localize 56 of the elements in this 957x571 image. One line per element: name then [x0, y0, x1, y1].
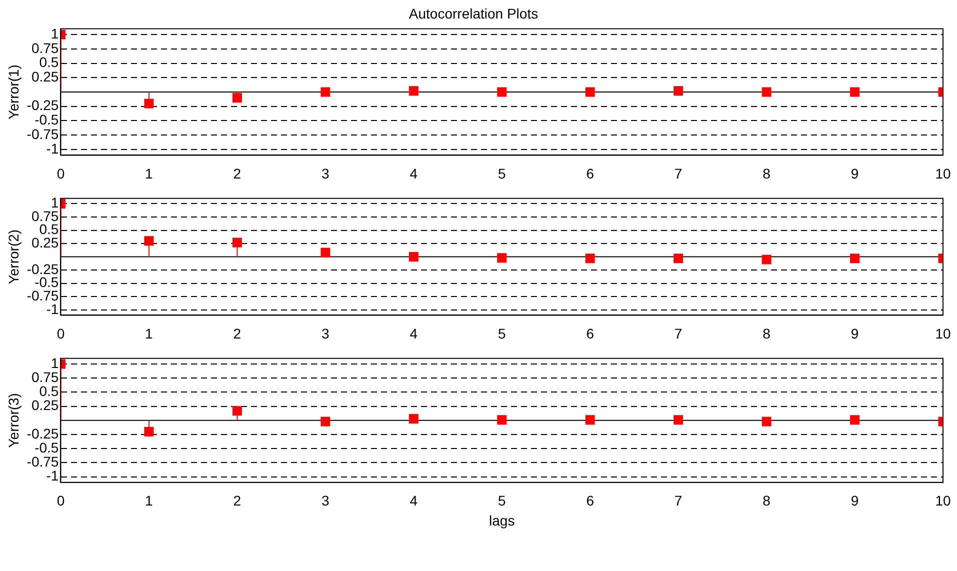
x-tick-label: 2: [233, 325, 242, 342]
x-tick-label: 7: [674, 165, 682, 182]
y-tick-label: 1: [50, 354, 59, 371]
x-tick-label: 2: [233, 165, 242, 182]
x-tick-label: 7: [674, 492, 682, 509]
y-tick-label: 0.5: [39, 383, 59, 400]
x-tick-label: 1: [145, 492, 154, 509]
y-tick-label: -1: [46, 468, 59, 484]
x-tick-label: 1: [145, 165, 154, 182]
x-tick-label: 10: [935, 492, 951, 509]
y-tick-label: -1: [46, 140, 59, 156]
x-tick-label: 4: [410, 492, 418, 509]
y-tick-label: -0.75: [26, 126, 59, 142]
y-tick-label: 0.75: [31, 368, 59, 385]
x-tick-label: 3: [322, 492, 330, 509]
y-tick-label: -0.75: [26, 454, 59, 470]
x-tick-label: 5: [498, 325, 506, 342]
y-tick-label: -0.25: [26, 97, 59, 114]
x-tick-label: 4: [410, 165, 418, 182]
x-tick-label: 0: [56, 165, 65, 182]
x-tick-label: 5: [498, 165, 506, 182]
x-tick-label: 3: [322, 165, 330, 182]
y-tick-label: 0.25: [31, 397, 59, 414]
x-tick-label: 7: [674, 325, 682, 342]
x-tick-label: 8: [762, 165, 771, 182]
x-tick-label: 4: [410, 325, 418, 342]
chart-title: Autocorrelation Plots: [408, 5, 538, 22]
y-tick-label: -0.25: [26, 425, 59, 442]
x-tick-label: 8: [762, 492, 771, 509]
x-tick-label: 3: [322, 325, 330, 342]
y-axis-title: Yerror(1): [5, 64, 22, 120]
x-tick-label: 6: [586, 325, 594, 342]
y-tick-label: 0.75: [31, 40, 59, 56]
x-tick-label: 9: [850, 325, 859, 342]
x-tick-label: 5: [498, 492, 506, 509]
x-tick-label: 2: [233, 492, 242, 509]
x-axis-title: lags: [489, 512, 515, 528]
x-tick-label: 0: [56, 325, 65, 342]
y-tick-label: 1: [50, 25, 59, 42]
x-tick-label: 9: [850, 165, 859, 182]
x-tick-label: 0: [56, 492, 65, 509]
x-tick-label: 6: [586, 492, 594, 509]
y-tick-label: 0.25: [31, 68, 59, 84]
y-tick-label: -0.5: [34, 112, 59, 128]
x-tick-label: 1: [145, 325, 154, 342]
x-tick-label: 10: [935, 165, 951, 182]
x-tick-label: 9: [850, 492, 859, 509]
x-tick-label: 10: [935, 325, 951, 342]
y-axis-title: Yerror(3): [5, 393, 22, 448]
x-tick-label: 8: [762, 325, 771, 342]
y-axis-title: Yerror(2): [5, 229, 22, 284]
y-tick-label: -0.25: [26, 260, 59, 277]
y-tick-label: -1: [46, 300, 59, 317]
y-tick-label: 0.5: [39, 54, 59, 70]
y-tick-label: -0.5: [34, 439, 59, 456]
x-tick-label: 6: [586, 165, 594, 182]
